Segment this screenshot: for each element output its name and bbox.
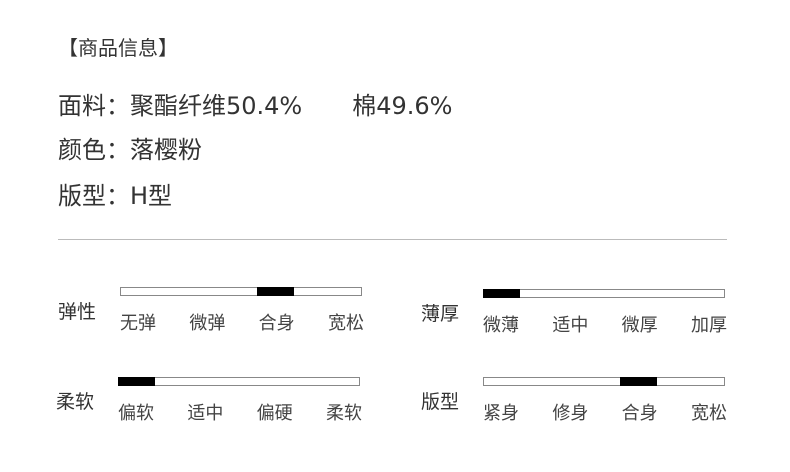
scale-indicator: [620, 377, 657, 386]
fabric-value: 聚酯纤维50.4%: [130, 92, 303, 120]
scale-bar: [483, 289, 725, 298]
scale-option: 微弹: [189, 313, 226, 334]
fit-value: H型: [130, 182, 173, 210]
scale-option: 加厚: [690, 315, 727, 336]
fabric-row: 面料：聚酯纤维50.4% 棉49.6%: [58, 86, 453, 121]
scale-thickness: 薄厚 微薄 适中 微厚 加厚: [421, 289, 731, 359]
fabric-label: 面料：: [58, 92, 130, 120]
color-row: 颜色：落樱粉: [58, 130, 202, 165]
scale-option: 修身: [552, 403, 589, 424]
scale-option: 适中: [552, 315, 589, 336]
fit-label: 版型：: [58, 182, 130, 210]
color-value: 落樱粉: [130, 136, 202, 164]
scale-name: 版型: [421, 391, 460, 413]
divider: [58, 239, 727, 240]
scale-option: 柔软: [325, 403, 362, 424]
scale-name: 弹性: [58, 301, 97, 323]
scale-softness: 柔软 偏软 适中 偏硬 柔软: [56, 377, 366, 447]
color-label: 颜色：: [58, 136, 130, 164]
scale-option: 宽松: [327, 313, 364, 334]
scale-option: 合身: [258, 313, 295, 334]
scale-option: 偏软: [118, 403, 154, 424]
scale-indicator: [257, 287, 294, 296]
scale-option: 偏硬: [256, 403, 293, 424]
scale-name: 柔软: [56, 391, 95, 413]
scale-elasticity: 弹性 无弹 微弹 合身 宽松: [58, 287, 368, 357]
scale-fit: 版型 紧身 修身 合身 宽松: [421, 377, 731, 447]
scale-indicator: [483, 289, 520, 298]
scale-option: 微厚: [621, 315, 658, 336]
scale-bar: [118, 377, 360, 386]
fit-row: 版型：H型: [58, 176, 172, 211]
fabric-value-2: 棉49.6%: [352, 92, 453, 120]
scale-option: 适中: [187, 403, 224, 424]
section-title: 【商品信息】: [58, 36, 178, 60]
scale-option: 无弹: [120, 313, 156, 334]
scale-indicator: [118, 377, 155, 386]
scale-bar: [483, 377, 725, 386]
scale-option: 合身: [621, 403, 658, 424]
scale-name: 薄厚: [421, 303, 460, 325]
scale-option: 宽松: [690, 403, 727, 424]
scale-option: 紧身: [483, 403, 519, 424]
scale-option: 微薄: [483, 315, 519, 336]
scale-bar: [120, 287, 362, 296]
